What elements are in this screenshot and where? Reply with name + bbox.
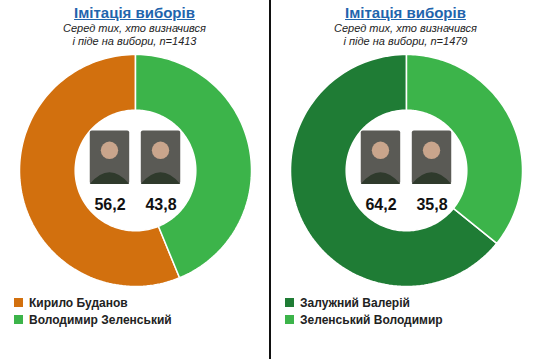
html-text:Імітація виборів: Імітація виборів: [74, 4, 195, 21]
svg-text:64,2: 64,2: [365, 196, 396, 213]
html-text:Володимир Зеленський: Володимир Зеленський: [29, 312, 172, 327]
html-text:Залужний Валерій: Залужний Валерій: [300, 295, 410, 310]
html-text:Кирило Буданов: Кирило Буданов: [29, 295, 128, 310]
html-text:Серед тих, хто визначився і пі: Серед тих, хто визначився і піде на вибо…: [63, 22, 206, 47]
svg-text:43,8: 43,8: [145, 196, 176, 213]
svg-text:56,2: 56,2: [94, 196, 125, 213]
svg-text:35,8: 35,8: [416, 196, 447, 213]
html-text:Серед тих, хто визначився і пі: Серед тих, хто визначився і піде на вибо…: [334, 22, 477, 47]
html-text:Імітація виборів: Імітація виборів: [345, 4, 466, 21]
html-text:Зеленський Володимир: Зеленський Володимир: [300, 312, 443, 327]
